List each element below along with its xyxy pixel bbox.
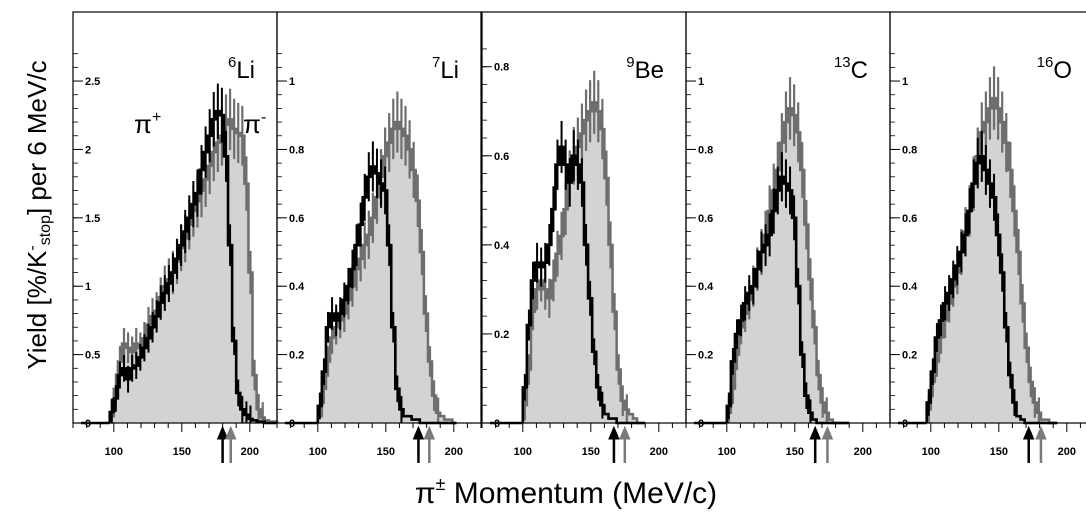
arrow-pi-minus-head	[423, 425, 436, 440]
y-tick-label: 1	[85, 281, 91, 293]
y-tick-label: 0.2	[494, 329, 509, 341]
legend-pi-minus: π-	[243, 109, 266, 139]
x-tick-label: 150	[786, 446, 804, 458]
panel-9Be: 0 0.2 0.4 0.6 0.8 100 150 200 9Be	[481, 11, 687, 463]
pi-plus-outline	[521, 145, 646, 425]
y-tick-label: 0	[85, 418, 91, 430]
y-tick-label: 0.6	[902, 213, 917, 225]
panel-16O: 0 0.2 0.4 0.6 0.8 1 100 150 200 16O	[889, 11, 1086, 463]
legend-pi-plus: π+	[134, 109, 161, 139]
pi-minus-fill	[317, 122, 457, 424]
arrow-pi-minus-head	[619, 425, 631, 440]
y-tick-label: 0	[902, 418, 908, 430]
pi-minus-fill	[109, 119, 277, 423]
x-tick-label: 150	[582, 446, 600, 458]
arrow-pi-plus-head	[608, 425, 620, 440]
y-tick-label: 0	[289, 418, 295, 430]
pi-minus-fill	[926, 98, 1058, 424]
panel-title-mass: 6	[228, 54, 236, 71]
pi-minus-fill	[522, 102, 646, 423]
arrow-pi-minus-head	[225, 425, 237, 440]
y-tick-label: 0.8	[698, 144, 713, 156]
panel-title-element: Li	[440, 57, 459, 84]
x-tick-label: 150	[377, 446, 395, 458]
pi-minus-fill	[726, 108, 850, 424]
y-tick-label: 1	[698, 76, 704, 88]
panel-title-mass: 9	[626, 54, 634, 71]
y-tick-label: 0.2	[698, 350, 713, 362]
y-tick-label: 0.2	[289, 350, 304, 362]
x-tick-label: 100	[718, 446, 736, 458]
y-tick-label: 1	[289, 76, 295, 88]
x-tick-label: 200	[241, 446, 259, 458]
y-tick-label: 1	[902, 76, 908, 88]
panel-6Li: 0 0.5 1 1.5 2 2.5 100 150 200 6Li	[72, 11, 279, 463]
y-tick-label: 2.5	[85, 76, 100, 88]
y-tick-label: 0.6	[494, 151, 509, 163]
x-tick-label: 150	[173, 446, 191, 458]
arrow-pi-plus-head	[216, 425, 229, 440]
y-tick-label: 0	[698, 418, 704, 430]
y-tick-label: 0.6	[289, 213, 304, 225]
panel-title-element: Be	[635, 57, 664, 84]
arrow-pi-minus-head	[821, 425, 834, 440]
arrow-pi-plus-head	[412, 425, 425, 440]
x-tick-label: 200	[445, 446, 463, 458]
panel-title-mass: 16	[1037, 54, 1054, 71]
panel-title-element: O	[1053, 57, 1072, 84]
x-axis-title: π± Momentum (MeV/c)	[415, 474, 717, 510]
x-tick-label: 200	[650, 446, 668, 458]
arrow-pi-plus-head	[1022, 425, 1035, 440]
x-tick-label: 100	[922, 446, 940, 458]
y-tick-label: 0	[494, 418, 500, 430]
pi-plus-outline	[725, 175, 850, 425]
y-tick-label: 0.4	[902, 281, 918, 293]
arrow-pi-plus-head	[809, 425, 821, 440]
y-tick-label: 0.4	[698, 281, 714, 293]
x-tick-label: 100	[309, 446, 327, 458]
panel-title: 6Li	[228, 54, 255, 84]
panel-title: 13C	[834, 54, 868, 84]
panel-title: 9Be	[626, 54, 664, 84]
panel-title-mass: 7	[432, 54, 440, 71]
y-tick-label: 0.8	[289, 144, 304, 156]
x-tick-label: 200	[1058, 446, 1076, 458]
panel-13C: 0 0.2 0.4 0.6 0.8 1 100 150 200 13C	[685, 11, 891, 463]
y-axis-title: Yield [%/K-stop] per 6 MeV/c	[22, 60, 54, 369]
y-tick-label: 0.8	[494, 62, 509, 74]
y-tick-label: 0.4	[494, 240, 510, 252]
y-tick-label: 0.8	[902, 144, 917, 156]
panel-title-mass: 13	[834, 54, 851, 71]
y-tick-label: 2	[85, 144, 91, 156]
panel-7Li: 0 0.2 0.4 0.6 0.8 1 100 150 200 7Li	[276, 11, 482, 463]
x-tick-label: 200	[854, 446, 872, 458]
y-tick-label: 0.6	[698, 213, 713, 225]
panel-title-element: Li	[236, 57, 255, 84]
panel-title: 16O	[1037, 54, 1072, 84]
x-tick-label: 150	[990, 446, 1008, 458]
x-tick-label: 100	[514, 446, 532, 458]
y-tick-label: 0.2	[902, 350, 917, 362]
y-tick-label: 0.5	[85, 350, 100, 362]
panel-title-element: C	[851, 57, 868, 84]
y-tick-label: 0.4	[289, 281, 305, 293]
arrow-pi-minus-head	[1035, 425, 1047, 440]
x-tick-label: 100	[105, 446, 123, 458]
panel-title: 7Li	[432, 54, 459, 84]
y-tick-label: 1.5	[85, 213, 100, 225]
